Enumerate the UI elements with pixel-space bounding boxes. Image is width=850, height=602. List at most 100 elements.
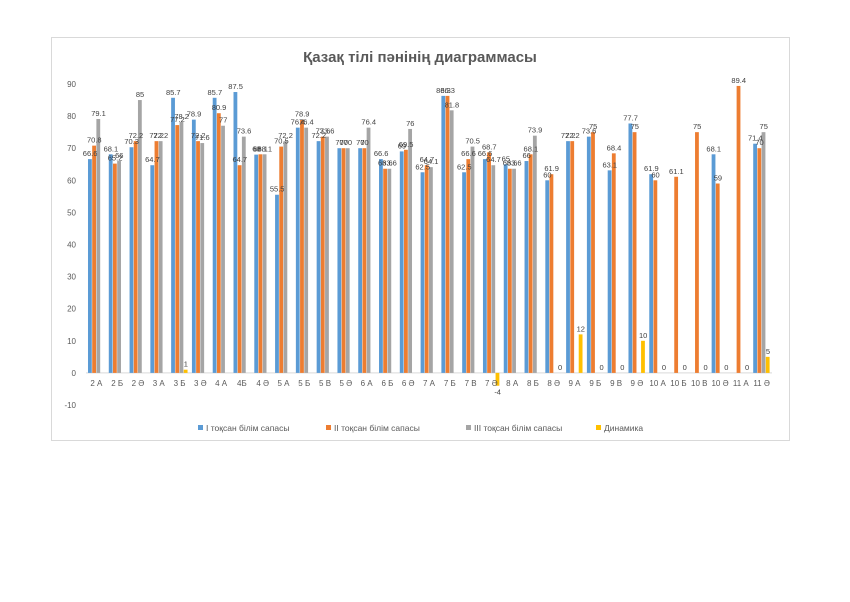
data-label: 64.1 (424, 157, 439, 166)
x-tick-label: 7 Ә (485, 379, 498, 388)
x-tick-label: 11 А (733, 379, 750, 388)
data-label: 64.7 (233, 155, 248, 164)
data-label: 73.6 (320, 127, 335, 136)
bar-series (87, 85, 770, 386)
bar (137, 100, 142, 373)
legend-label: II тоқсан білім сапасы (334, 423, 420, 433)
x-tick-label: 4Б (237, 379, 247, 388)
data-label: 65.2 (108, 154, 123, 163)
data-label: 85.7 (166, 88, 181, 97)
bar (129, 147, 134, 373)
data-label: 75 (589, 122, 597, 131)
bar (154, 141, 159, 373)
data-label: 0 (703, 363, 707, 372)
data-label: 66.6 (461, 149, 476, 158)
bar (117, 161, 121, 373)
data-label: 60 (543, 170, 551, 179)
bar (424, 165, 429, 373)
bar (429, 167, 433, 373)
data-label: 10 (639, 331, 647, 340)
x-tick-label: 9 Б (589, 379, 601, 388)
bar (158, 141, 163, 373)
data-label: 12 (577, 324, 585, 333)
data-label: 0 (600, 363, 604, 372)
x-tick-label: 9 В (610, 379, 622, 388)
data-label: 72.2 (154, 131, 169, 140)
data-label: 85 (136, 90, 144, 99)
data-label: 71.4 (748, 134, 763, 143)
data-label: 72.2 (561, 131, 576, 140)
bar (254, 154, 259, 373)
data-label: 66 (115, 151, 123, 160)
data-label: 70.5 (274, 137, 289, 146)
data-label: 69.5 (399, 140, 414, 149)
bar (341, 148, 346, 373)
y-tick-label: 70 (67, 144, 76, 153)
bar (462, 172, 466, 373)
bar (674, 176, 679, 373)
data-label: 68.1 (706, 144, 721, 153)
data-label: 73.6 (316, 127, 331, 136)
data-label: 59 (714, 174, 722, 183)
data-labels: 66.670.879.168.165.26670.372.28564.772.2… (83, 76, 770, 397)
bar (591, 132, 595, 373)
y-tick-label: 20 (67, 305, 76, 314)
bar (87, 159, 92, 373)
data-label: 1 (184, 360, 188, 369)
data-label: 65 (502, 154, 510, 163)
bar (237, 165, 242, 373)
bar (586, 136, 591, 373)
bar (362, 148, 367, 373)
bar (449, 110, 454, 373)
data-label: -4 (494, 388, 501, 397)
data-label: 60 (651, 170, 659, 179)
bar (379, 159, 383, 373)
data-label: 86.3 (436, 86, 451, 95)
bar (761, 132, 766, 373)
data-label: 63.6 (507, 159, 522, 168)
y-tick-label: 0 (72, 369, 77, 378)
bar (191, 119, 196, 373)
data-label: 75 (631, 122, 639, 131)
x-tick-label: 6 А (361, 379, 374, 388)
data-label: 78.2 (174, 112, 189, 121)
data-label: 68.1 (253, 144, 268, 153)
data-label: 63.6 (382, 159, 397, 168)
bar (445, 95, 450, 373)
y-tick-label: 50 (67, 208, 76, 217)
bar (275, 194, 279, 373)
bar (92, 145, 96, 373)
bar (320, 136, 325, 373)
x-tick-label: 5 В (319, 379, 331, 388)
y-tick-label: 80 (67, 112, 76, 121)
data-label: 72.2 (311, 131, 326, 140)
bar (183, 369, 188, 373)
bar (757, 148, 762, 373)
x-tick-label: 10 Ә (711, 379, 728, 388)
data-label: 76.4 (291, 118, 306, 127)
bar (345, 148, 350, 373)
bar (358, 148, 363, 373)
data-label: 66 (522, 151, 530, 160)
data-label: 0 (620, 363, 624, 372)
data-label: 68.1 (524, 144, 539, 153)
data-label: 87.5 (228, 82, 243, 91)
x-tick-label: 8 Б (527, 379, 539, 388)
data-label: 55.5 (270, 185, 285, 194)
y-tick-label: -10 (64, 401, 76, 410)
x-tick-label: 2 Ә (132, 379, 145, 388)
data-label: 68.1 (104, 144, 119, 153)
data-label: 5 (766, 347, 770, 356)
bar (221, 125, 225, 373)
bar (387, 168, 392, 373)
data-label: 71.6 (195, 133, 210, 142)
bar (441, 95, 446, 373)
data-label: 81.8 (445, 100, 460, 109)
bar (566, 141, 570, 373)
data-label: 61.9 (644, 164, 659, 173)
legend-swatch (466, 425, 471, 430)
bar (532, 135, 537, 373)
data-label: 0 (724, 363, 728, 372)
bar (150, 165, 155, 373)
